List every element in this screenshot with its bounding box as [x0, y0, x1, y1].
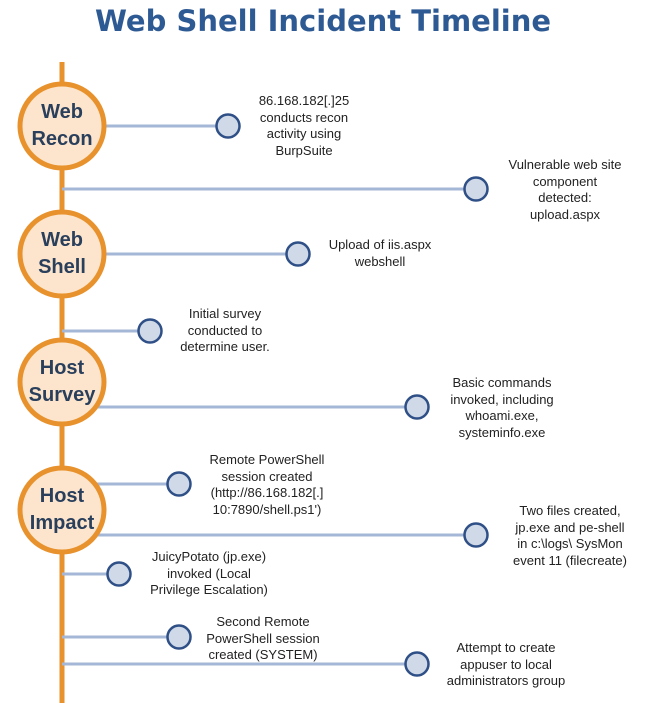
event-text-7: Two files created, jp.exe and pe-shell i… — [495, 503, 645, 569]
event-dot-1 — [215, 113, 241, 139]
event-text-4: Initial survey conducted to determine us… — [166, 306, 284, 356]
event-dot-8 — [106, 561, 132, 587]
event-line: event 11 (filecreate) — [513, 552, 627, 568]
event-line: upload.aspx — [529, 206, 601, 222]
event-line: Basic commands — [452, 375, 552, 390]
phase-label-line: Host — [39, 485, 85, 507]
event-line: invoked, including — [450, 391, 554, 407]
event-dot-7 — [463, 522, 489, 548]
event-line: jp.exe and pe-shell — [515, 519, 625, 535]
event-text-8: JuicyPotato (jp.exe) invoked (Local Priv… — [134, 549, 284, 599]
event-dot-6 — [166, 471, 192, 497]
phase-circle-host-survey — [17, 337, 107, 427]
event-line: determine user. — [180, 339, 270, 354]
event-line: activity using — [266, 126, 342, 141]
event-dot-5 — [404, 394, 430, 420]
event-line: Remote PowerShell — [209, 452, 325, 467]
event-text-5: Basic commands invoked, including whoami… — [432, 375, 572, 441]
phase-circle-host-impact — [17, 465, 107, 555]
event-line: systeminfo.exe — [458, 424, 546, 440]
phase-label-host-impact: Host Impact — [20, 483, 104, 537]
event-line: conducts recon — [259, 109, 349, 125]
event-text-1: 86.168.182[.]25 conducts recon activity … — [236, 93, 372, 159]
phase-label-line: Web — [41, 229, 83, 251]
event-dot-2 — [463, 176, 489, 202]
event-dot-10 — [404, 651, 430, 677]
event-line: administrators group — [446, 673, 566, 688]
phase-circle-web-recon — [17, 81, 107, 171]
phase-circle-web-shell — [17, 209, 107, 299]
event-line: session created — [221, 468, 313, 484]
event-line: BurpSuite — [275, 142, 333, 158]
event-text-10: Attempt to create appuser to local admin… — [433, 640, 579, 690]
phase-label-line: Web — [41, 101, 83, 123]
event-line: Attempt to create — [456, 640, 556, 655]
event-line: webshell — [354, 253, 406, 269]
phase-label-line: Survey — [28, 384, 96, 406]
event-line: appuser to local — [460, 656, 552, 672]
phase-label-web-recon: Web Recon — [20, 99, 104, 153]
phase-label-line: Shell — [38, 256, 86, 278]
phase-label-line: Impact — [29, 512, 95, 534]
event-line: Vulnerable web site — [508, 157, 622, 172]
event-line: invoked (Local — [167, 565, 251, 581]
event-line: Upload of iis.aspx — [328, 237, 432, 252]
event-text-9: Second Remote PowerShell session created… — [193, 614, 333, 664]
event-line: in c:\logs\ SysMon — [517, 536, 623, 551]
phase-label-line: Recon — [31, 128, 93, 150]
event-text-2: Vulnerable web site component detected: … — [491, 157, 639, 223]
event-line: Initial survey — [188, 306, 262, 321]
phase-label-web-shell: Web Shell — [20, 227, 104, 281]
event-dot-4 — [137, 318, 163, 344]
event-line: JuicyPotato (jp.exe) — [151, 549, 267, 564]
event-line: component — [532, 173, 598, 189]
phase-label-host-survey: Host Survey — [20, 355, 104, 409]
event-line: 86.168.182[.]25 — [258, 93, 350, 108]
diagram-title: Web Shell Incident Timeline — [94, 4, 552, 38]
event-text-3: Upload of iis.aspx webshell — [315, 237, 445, 270]
event-dot-3 — [285, 241, 311, 267]
event-line: whoami.exe, — [465, 408, 539, 423]
event-line: created (SYSTEM) — [208, 647, 318, 662]
event-line: (http://86.168.182[.] — [210, 485, 324, 500]
event-line: conducted to — [187, 322, 263, 338]
event-line: Privilege Escalation) — [150, 582, 268, 597]
event-text-6: Remote PowerShell session created (http:… — [193, 452, 341, 518]
event-line: detected: — [538, 190, 592, 205]
event-line: PowerShell session — [206, 630, 320, 646]
event-line: Two files created, — [519, 503, 621, 518]
event-line: 10:7890/shell.ps1') — [212, 501, 322, 517]
event-line: Second Remote — [216, 614, 310, 629]
phase-label-line: Host — [39, 357, 85, 379]
event-dot-9 — [166, 624, 192, 650]
